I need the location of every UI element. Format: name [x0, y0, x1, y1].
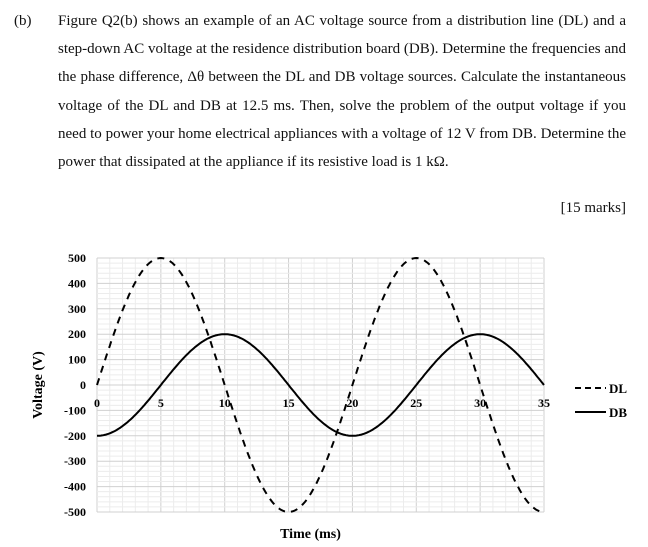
x-tick-labels: 0 5 10 15 20 25 30 35 — [94, 396, 550, 410]
y-tick-label: 100 — [68, 353, 86, 367]
x-tick-label: 15 — [283, 396, 295, 410]
y-tick-label: -300 — [64, 454, 86, 468]
series-line-dl — [96, 256, 545, 514]
voltage-chart: 500 400 300 200 100 0 -100 -200 -300 -400 -500 0 5 1… — [31, 251, 627, 542]
x-axis-label: Time (ms) — [280, 527, 341, 542]
y-tick-label: -400 — [64, 480, 86, 494]
x-tick-label: 30 — [474, 396, 486, 410]
y-tick-label: -500 — [64, 505, 86, 519]
y-tick-labels: 500 400 300 200 100 0 -100 -200 -300 -400 -500 — [64, 251, 86, 519]
chart-series — [96, 256, 545, 514]
y-tick-label: 300 — [68, 302, 86, 316]
marks-label: [15 marks] — [560, 200, 626, 216]
y-tick-label: 0 — [80, 378, 86, 392]
x-tick-label: 10 — [219, 396, 231, 410]
series-line-db — [97, 333, 545, 437]
x-tick-label: 35 — [538, 396, 550, 410]
y-tick-label: -200 — [64, 429, 86, 443]
question-label: (b) — [14, 13, 32, 29]
chart-grid — [96, 257, 545, 513]
chart-legend: DL DB — [575, 381, 627, 420]
legend-label-dl: DL — [609, 381, 627, 396]
x-tick-label: 20 — [346, 396, 358, 410]
y-tick-label: 500 — [68, 251, 86, 265]
y-axis-label: Voltage (V) — [31, 351, 46, 419]
x-tick-label: 0 — [94, 396, 100, 410]
x-tick-label: 5 — [158, 396, 164, 410]
x-tick-label: 25 — [410, 396, 422, 410]
question-text: Figure Q2(b) shows an example of an AC v… — [58, 13, 626, 171]
y-tick-label: 200 — [68, 327, 86, 341]
y-tick-label: -100 — [64, 403, 86, 417]
y-tick-label: 400 — [68, 276, 86, 290]
legend-label-db: DB — [609, 405, 627, 420]
